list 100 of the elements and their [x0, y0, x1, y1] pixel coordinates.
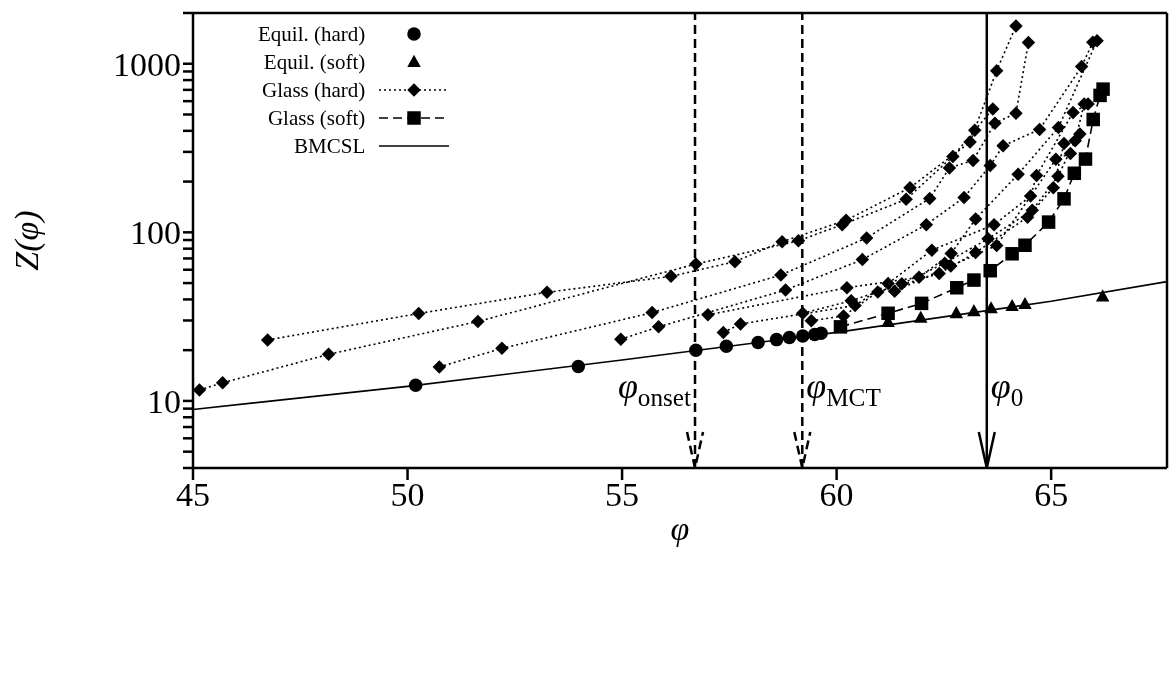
y-tick-label: 100 [130, 214, 181, 252]
point [689, 343, 703, 357]
point [895, 277, 909, 291]
point [795, 306, 810, 321]
point [260, 333, 275, 347]
legend-label: Glass (soft) [267, 105, 366, 131]
x-axis-title: φ [670, 510, 690, 547]
point [984, 301, 998, 314]
point [751, 335, 765, 350]
point [701, 308, 715, 322]
point [1005, 298, 1019, 312]
point [1086, 112, 1100, 127]
ref-line-label: φ$_{MCT}$ [806, 366, 881, 411]
point [989, 63, 1004, 78]
point [571, 359, 586, 374]
point [432, 360, 447, 374]
point [689, 257, 703, 271]
point [1005, 247, 1019, 261]
point [981, 232, 995, 246]
point [922, 191, 937, 206]
point [968, 245, 983, 260]
point [1032, 122, 1047, 137]
point [996, 139, 1010, 153]
point [540, 285, 554, 300]
point [986, 102, 1000, 116]
x-tick-label: 45 [176, 476, 210, 514]
point [836, 309, 851, 323]
point [1009, 19, 1023, 33]
point [840, 281, 854, 295]
point [1051, 120, 1066, 135]
point [925, 243, 939, 257]
point [651, 320, 666, 334]
point [950, 281, 964, 295]
point [967, 304, 981, 317]
x-tick-label: 65 [1034, 476, 1069, 514]
point [968, 212, 983, 226]
point [614, 332, 628, 347]
point [942, 161, 957, 175]
point [814, 326, 828, 340]
point [881, 276, 895, 291]
point [1046, 180, 1061, 195]
point [775, 234, 789, 249]
point [728, 254, 742, 269]
point [966, 153, 980, 168]
point [1021, 35, 1036, 50]
point [949, 306, 964, 319]
y-axis-title: Z(φ) [8, 210, 46, 271]
point [919, 217, 934, 232]
legend-label: Glass (hard) [262, 77, 366, 103]
y-tick-label: 1000 [113, 45, 181, 83]
point [881, 306, 895, 321]
point [471, 314, 485, 329]
point [664, 269, 678, 284]
point [411, 306, 426, 321]
point [1051, 169, 1065, 184]
point [988, 116, 1002, 130]
point [1018, 296, 1032, 310]
point [1057, 192, 1071, 206]
point [932, 266, 946, 281]
point [963, 135, 977, 149]
point [1011, 167, 1025, 182]
point [899, 192, 913, 207]
point [321, 347, 336, 362]
point [833, 320, 848, 334]
ref-line-label: φ$_{0}$ [990, 366, 1024, 411]
point [987, 217, 1001, 232]
point [1049, 152, 1063, 167]
point [944, 246, 958, 261]
point [913, 310, 928, 323]
point [983, 263, 997, 278]
point [645, 305, 659, 320]
x-tick-label: 60 [819, 476, 854, 514]
point [1073, 127, 1087, 141]
point [957, 190, 971, 205]
point [1063, 146, 1078, 161]
point [1057, 136, 1071, 151]
ref-line-label: φ$_{onset}$ [617, 366, 692, 411]
point [1041, 215, 1056, 229]
point [1009, 106, 1023, 120]
point [944, 259, 958, 273]
y-tick-label: 10 [147, 382, 181, 420]
point [1020, 210, 1035, 224]
point [791, 234, 806, 248]
x-tick-label: 50 [390, 476, 425, 514]
point [215, 376, 230, 390]
point [989, 238, 1004, 253]
legend-label: BMCSL [294, 133, 366, 159]
point [914, 296, 929, 311]
point [903, 180, 917, 195]
point [968, 123, 982, 138]
point [1078, 152, 1093, 166]
point [495, 341, 509, 356]
point [1067, 166, 1082, 181]
point [946, 149, 960, 164]
x-tick-label: 55 [605, 476, 640, 514]
point [1096, 82, 1110, 96]
point [887, 284, 902, 299]
point [835, 217, 849, 232]
point [1095, 289, 1110, 302]
point [733, 317, 748, 331]
